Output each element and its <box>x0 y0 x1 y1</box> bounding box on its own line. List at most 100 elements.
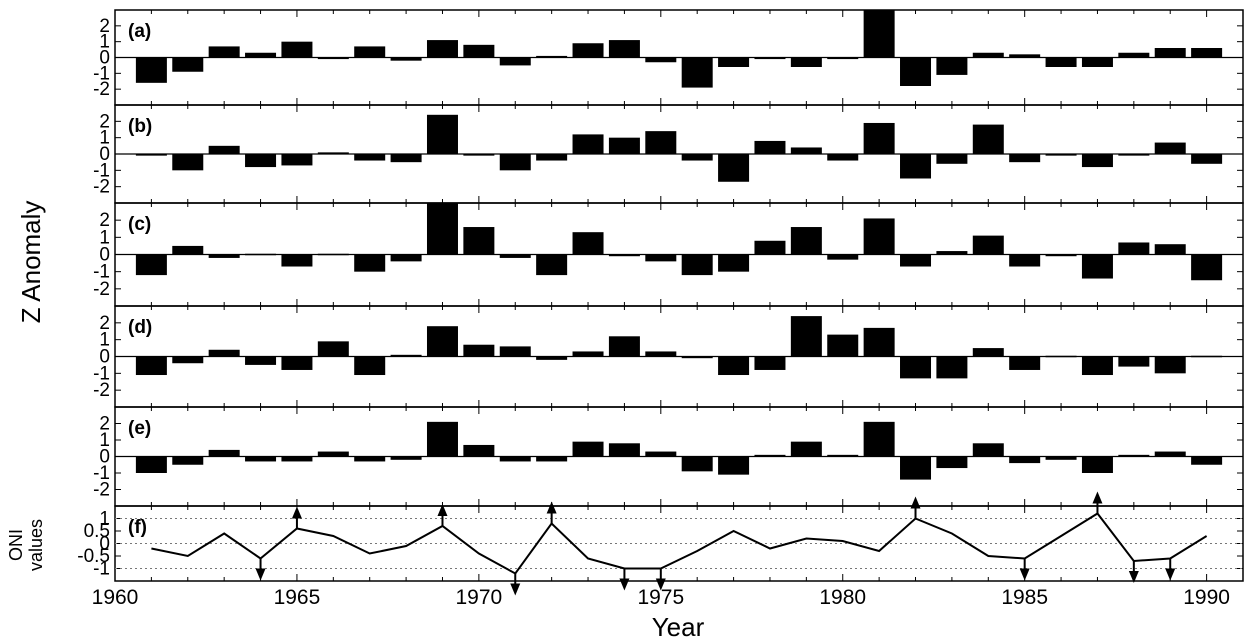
bar <box>1118 154 1150 156</box>
bar <box>317 152 349 154</box>
bar <box>790 57 822 67</box>
bar <box>317 57 349 60</box>
bar <box>900 57 932 86</box>
bar <box>536 356 568 360</box>
panel-f: 10.50-0.5-1 (f) <box>77 491 1244 596</box>
bar <box>1191 154 1223 164</box>
bar <box>718 154 750 182</box>
bar <box>1045 355 1077 358</box>
y-tick-label: 0 <box>99 245 110 266</box>
bar <box>317 451 349 457</box>
bar <box>1118 356 1150 367</box>
bar <box>208 46 240 58</box>
bar <box>208 145 240 154</box>
y-tick-label: 0 <box>99 534 110 555</box>
y-tick-label: -1 <box>93 463 110 484</box>
panel-label: (d) <box>128 317 152 338</box>
up-arrow-head <box>291 506 302 519</box>
bar <box>790 441 822 457</box>
bar <box>172 154 204 171</box>
y-tick-label: -1 <box>93 559 110 580</box>
y-tick-label: 2 <box>99 16 110 37</box>
bar <box>572 441 604 457</box>
bar <box>499 346 531 357</box>
panel-label: (a) <box>128 21 151 42</box>
bar <box>172 356 204 364</box>
y-tick-label: 0 <box>99 48 110 69</box>
panel-d: 210-1-2 (d) <box>93 305 1244 408</box>
bar <box>900 154 932 179</box>
bar <box>281 456 313 462</box>
bar <box>317 253 349 256</box>
bar <box>790 147 822 154</box>
bar <box>1118 242 1150 255</box>
bar <box>681 254 713 276</box>
y-tick-label: -1 <box>93 63 110 84</box>
x-tick-label: 1975 <box>637 586 684 609</box>
bar <box>1081 356 1113 376</box>
bar <box>1045 254 1077 257</box>
panel-a: 210-1-2 (a) <box>93 9 1244 106</box>
bar <box>390 57 422 61</box>
panel-label: (c) <box>128 214 151 235</box>
bar <box>608 336 640 357</box>
y-tick-label: -1 <box>93 262 110 283</box>
bar <box>499 154 531 171</box>
x-tick-label: 1980 <box>819 586 866 609</box>
bar <box>936 356 968 379</box>
bar <box>426 203 458 255</box>
bar <box>936 57 968 75</box>
bar <box>572 134 604 154</box>
bar <box>245 253 277 256</box>
bar <box>1081 254 1113 279</box>
up-arrow-head <box>437 504 448 516</box>
y-tick-label: 0 <box>99 144 110 165</box>
bar <box>463 44 495 58</box>
bar <box>499 57 531 66</box>
bar <box>863 122 895 154</box>
bar <box>135 57 167 83</box>
oni-axis-title-line2: values <box>26 519 46 571</box>
y-tick-label: -0.5 <box>77 546 110 567</box>
bar <box>354 154 386 161</box>
bar <box>354 356 386 376</box>
bar <box>281 41 313 58</box>
bar <box>718 356 750 376</box>
y-tick-label: 1 <box>99 227 110 248</box>
bar <box>426 40 458 58</box>
oni-line <box>151 512 1208 575</box>
bar <box>536 55 568 58</box>
bar <box>863 218 895 255</box>
bar <box>463 344 495 357</box>
bar <box>463 227 495 255</box>
bar <box>463 444 495 457</box>
bar <box>936 251 968 255</box>
bar <box>1154 451 1186 457</box>
y-tick-label: 1 <box>99 509 110 530</box>
down-arrow-head <box>255 568 266 581</box>
x-tick-label: 1960 <box>92 586 139 609</box>
bar <box>718 456 750 475</box>
bar <box>863 421 895 457</box>
bar <box>390 354 422 357</box>
bar <box>936 154 968 164</box>
y-tick-label: 1 <box>99 330 110 351</box>
down-arrow-head <box>1165 568 1176 581</box>
panel-label: (e) <box>128 418 151 439</box>
x-tick-label: 1970 <box>456 586 503 609</box>
panel-label: (f) <box>128 517 147 538</box>
bar <box>208 349 240 357</box>
y-tick-label: 2 <box>99 414 110 435</box>
bar <box>463 154 495 156</box>
bar <box>1154 48 1186 58</box>
bar <box>645 131 677 154</box>
bar <box>863 327 895 357</box>
y-tick-label: -2 <box>93 380 110 401</box>
bar <box>790 316 822 357</box>
bar <box>390 154 422 163</box>
bar <box>972 235 1004 255</box>
bar <box>536 456 568 462</box>
bar <box>936 456 968 469</box>
bar <box>354 254 386 272</box>
bar <box>1191 456 1223 465</box>
